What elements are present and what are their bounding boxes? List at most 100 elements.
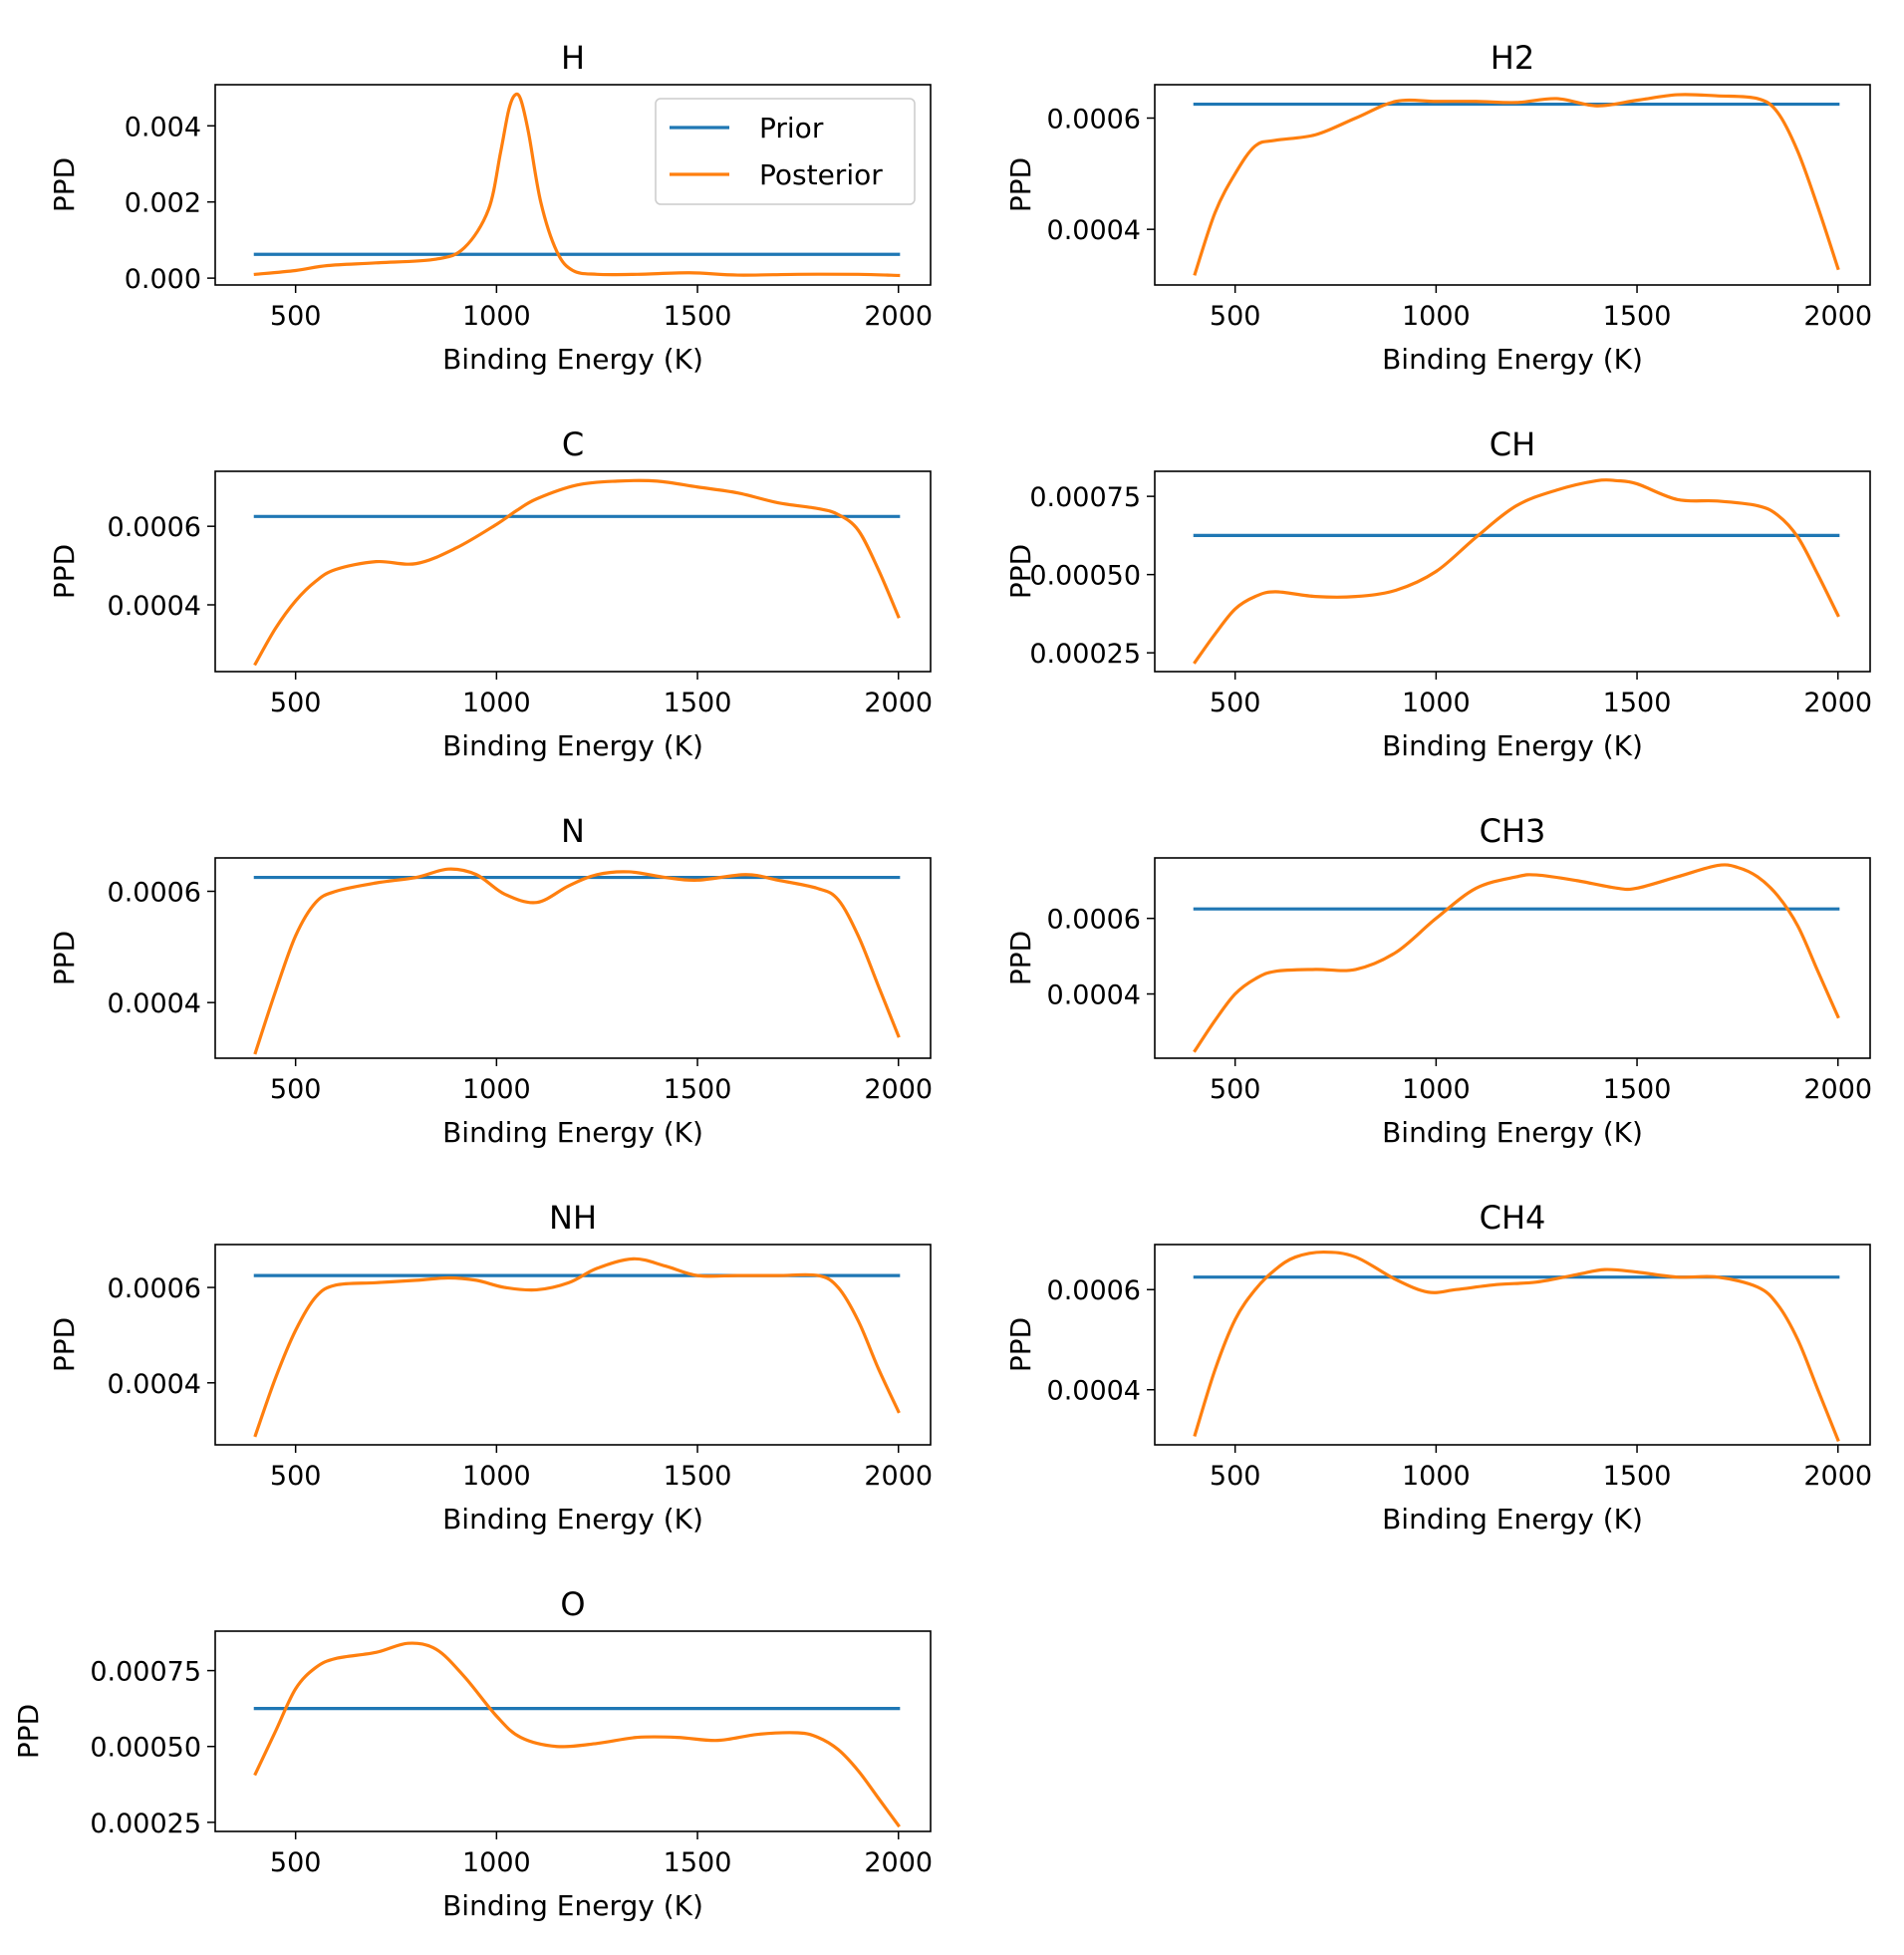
subplot-title: O: [560, 1585, 585, 1623]
axes-frame: [214, 1244, 932, 1446]
subplot-c: C 500 1000 1500 2000 0.0004 0.0006 Binding Ener…: [48, 425, 933, 762]
subplot-o: O 500 1000 1500 2000 0.00025 0.00050 0.00075 Bin…: [12, 1585, 933, 1922]
legend: Prior Posterior: [655, 98, 916, 205]
y-tick-label: 0.00025: [90, 1809, 201, 1839]
subplot-ch3: CH3 500 1000 1500 2000 0.0004 0.0006 Binding En…: [1004, 812, 1872, 1149]
x-tick-label: 1000: [462, 301, 531, 332]
x-tick-label: 1000: [1402, 301, 1471, 332]
subplot-title: C: [562, 425, 584, 463]
y-tick-label: 0.00025: [1029, 639, 1141, 670]
x-tick-label: 500: [270, 1847, 322, 1878]
axes-frame: [1154, 1244, 1871, 1446]
posterior-line: [253, 1641, 901, 1828]
axes-frame: [1154, 470, 1871, 673]
x-tick-label: 1500: [664, 1847, 732, 1878]
subplot-ch4: CH4 500 1000 1500 2000 0.0004 0.0006 Binding En…: [1004, 1199, 1872, 1536]
subplot-title: N: [561, 812, 585, 850]
posterior-line: [1193, 863, 1840, 1053]
x-tick-label: 500: [1210, 1461, 1261, 1492]
subplot-title: NH: [549, 1199, 597, 1237]
y-tick-label: 0.0004: [1047, 1376, 1141, 1407]
y-tick-label: 0.0006: [108, 1273, 201, 1304]
x-tick-label: 500: [1210, 1074, 1261, 1105]
x-axis-label: Binding Energy (K): [442, 729, 703, 762]
x-tick-label: 500: [270, 301, 322, 332]
y-tick-label: 0.00050: [1029, 561, 1141, 592]
x-axis-label: Binding Energy (K): [442, 343, 703, 376]
subplot-title: H2: [1491, 39, 1534, 77]
x-tick-label: 1000: [1402, 1074, 1471, 1105]
y-tick-label: 0.0004: [1047, 215, 1141, 246]
y-tick-label: 0.0006: [1047, 905, 1141, 936]
axes-frame: [1154, 857, 1871, 1059]
x-tick-label: 1000: [462, 1847, 531, 1878]
x-tick-label: 1500: [1603, 688, 1672, 718]
x-tick-label: 2000: [864, 301, 933, 332]
y-axis-label: PPD: [1004, 1317, 1037, 1372]
posterior-line: [1193, 1250, 1840, 1443]
axes-frame: [214, 1630, 932, 1832]
x-tick-label: 1000: [1402, 1461, 1471, 1492]
posterior-line: [253, 92, 901, 278]
x-tick-label: 2000: [1803, 1074, 1872, 1105]
y-tick-label: 0.0004: [108, 1369, 201, 1400]
y-axis-label: PPD: [12, 1704, 45, 1759]
x-axis-label: Binding Energy (K): [1382, 343, 1643, 376]
x-tick-label: 1000: [462, 688, 531, 718]
subplot-title: CH4: [1480, 1199, 1546, 1237]
posterior-line: [253, 1257, 901, 1438]
subplot-h2: H2 500 1000 1500 2000 0.0004 0.0006 Binding Ene…: [1004, 39, 1872, 376]
x-axis-label: Binding Energy (K): [442, 1503, 703, 1536]
subplot-title: CH: [1490, 425, 1535, 463]
y-tick-label: 0.00050: [90, 1733, 201, 1764]
x-tick-label: 1500: [664, 301, 732, 332]
x-tick-label: 1000: [1402, 688, 1471, 718]
x-tick-label: 2000: [1803, 301, 1872, 332]
y-tick-label: 0.0004: [108, 988, 201, 1019]
x-tick-label: 2000: [864, 1847, 933, 1878]
x-tick-label: 500: [270, 1461, 322, 1492]
subplot-title: CH3: [1480, 812, 1546, 850]
y-axis-label: PPD: [1004, 931, 1037, 985]
axes-frame: [214, 470, 932, 673]
y-tick-label: 0.0004: [108, 591, 201, 622]
posterior-line: [253, 867, 901, 1055]
y-axis-label: PPD: [1004, 157, 1037, 212]
y-axis-label: PPD: [1004, 544, 1037, 599]
x-tick-label: 2000: [1803, 1461, 1872, 1492]
x-tick-label: 1500: [664, 688, 732, 718]
x-tick-label: 500: [1210, 301, 1261, 332]
x-axis-label: Binding Energy (K): [1382, 1503, 1643, 1536]
legend-box: [655, 98, 916, 205]
posterior-line: [1193, 477, 1840, 665]
axes-frame: [214, 84, 932, 286]
posterior-line: [1193, 93, 1840, 276]
x-tick-label: 500: [270, 688, 322, 718]
x-axis-label: Binding Energy (K): [442, 1889, 703, 1922]
x-tick-label: 1000: [462, 1461, 531, 1492]
x-tick-label: 1500: [1603, 1074, 1672, 1105]
y-tick-label: 0.0006: [108, 512, 201, 543]
x-tick-label: 1500: [664, 1074, 732, 1105]
y-tick-label: 0.000: [125, 264, 201, 295]
axes-frame: [214, 857, 932, 1059]
subplot-n: N 500 1000 1500 2000 0.0004 0.0006 Binding Ener…: [48, 812, 933, 1149]
x-axis-label: Binding Energy (K): [1382, 1116, 1643, 1149]
x-axis-label: Binding Energy (K): [442, 1116, 703, 1149]
subplot-nh: NH 500 1000 1500 2000 0.0004 0.0006 Binding Ene…: [48, 1199, 933, 1536]
x-tick-label: 2000: [1803, 688, 1872, 718]
legend-prior-label: Prior: [759, 112, 824, 144]
y-tick-label: 0.0006: [108, 878, 201, 909]
y-tick-label: 0.002: [125, 188, 201, 219]
x-tick-label: 1500: [664, 1461, 732, 1492]
y-tick-label: 0.0004: [1047, 980, 1141, 1011]
x-axis-label: Binding Energy (K): [1382, 729, 1643, 762]
x-tick-label: 2000: [864, 1461, 933, 1492]
posterior-line: [253, 478, 901, 667]
subplot-title: H: [561, 39, 585, 77]
axes-frame: [1154, 84, 1871, 286]
subplot-h: H 500 1000 1500 2000 0.000 0.002 0.004 Binding E…: [48, 39, 933, 376]
x-tick-label: 500: [1210, 688, 1261, 718]
